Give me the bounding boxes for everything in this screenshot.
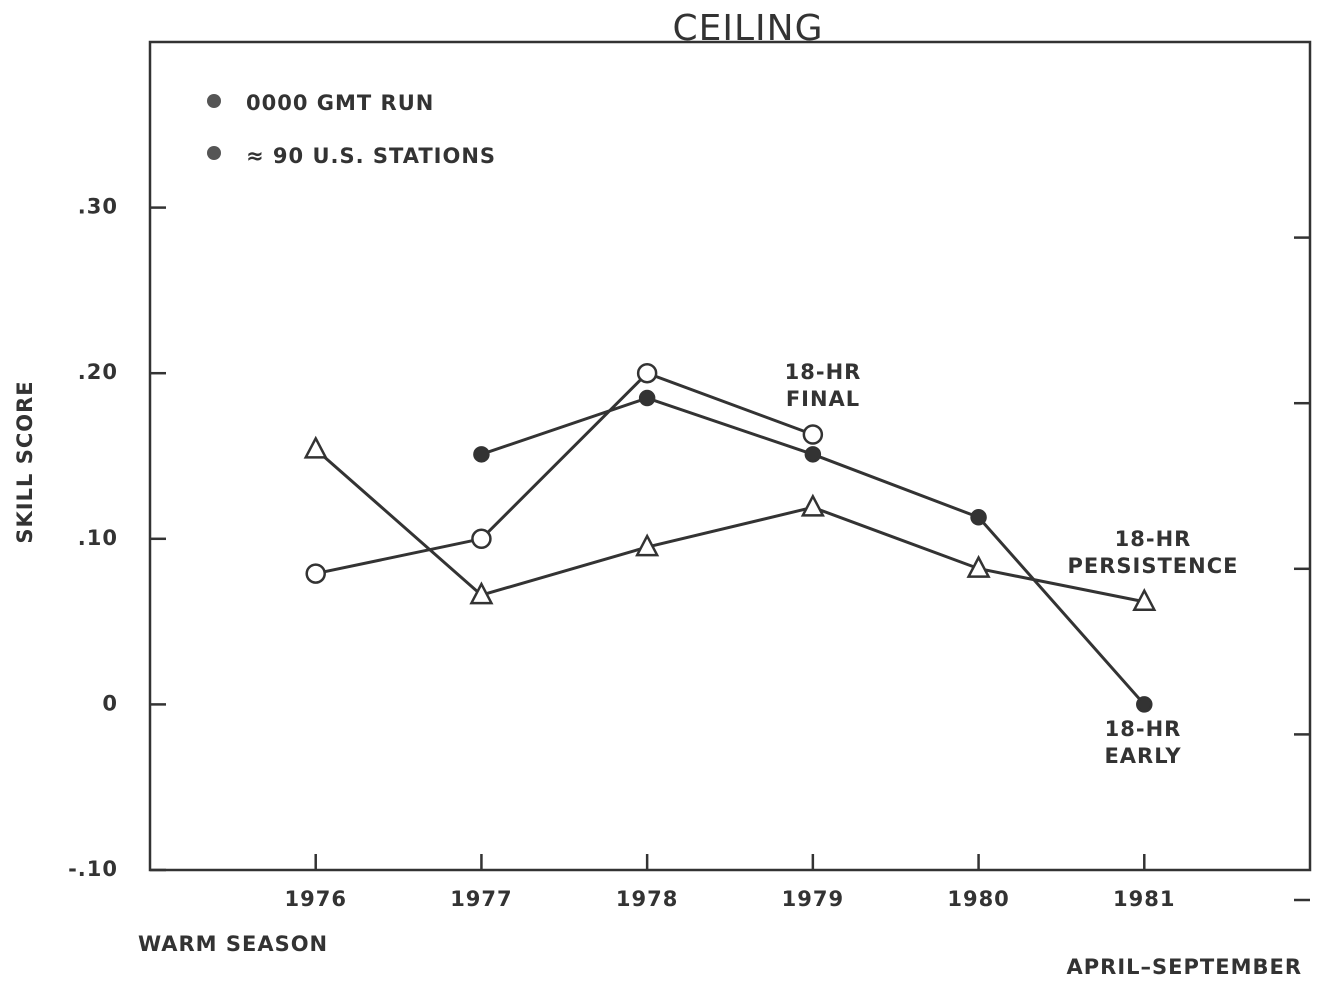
x-tick-label: 1976 (284, 887, 346, 911)
legend-note: 0000 GMT RUN (246, 91, 434, 115)
marker (471, 528, 492, 550)
x-tick-label: 1978 (616, 887, 678, 911)
legend-dot (207, 146, 221, 160)
marker (1132, 588, 1157, 611)
series-label: 18-HR (1115, 527, 1192, 551)
y-tick-label: .10 (78, 526, 118, 550)
series-label: FINAL (786, 387, 860, 411)
legend-note: ≈ 90 U.S. STATIONS (246, 144, 496, 168)
marker (800, 493, 825, 517)
marker (1136, 696, 1153, 713)
series-label: 18-HR (785, 360, 862, 384)
marker (970, 509, 987, 526)
marker (305, 563, 326, 584)
y-tick-label: .20 (78, 360, 118, 384)
marker (802, 424, 824, 445)
x-note: APRIL–SEPTEMBER (1067, 955, 1302, 979)
series-line (315, 371, 814, 576)
x-tick-label: 1977 (450, 887, 512, 911)
y-tick-label: .30 (78, 195, 118, 219)
y-tick-label: 0 (102, 691, 118, 715)
series-label: EARLY (1104, 744, 1181, 768)
marker (303, 435, 328, 459)
x-tick-label: 1979 (782, 887, 844, 911)
x-tick-label: 1980 (947, 887, 1009, 911)
marker (473, 446, 490, 463)
series-label: 18-HR (1105, 717, 1182, 741)
legend-dot (207, 94, 221, 108)
x-note: WARM SEASON (138, 932, 328, 956)
marker (635, 533, 660, 557)
series-label: PERSISTENCE (1068, 554, 1239, 578)
y-axis-label: SKILL SCORE (13, 380, 37, 543)
marker (638, 389, 656, 407)
marker (804, 446, 822, 463)
x-tick-label: 1981 (1113, 887, 1175, 911)
plot-frame (148, 40, 1312, 872)
series-line (314, 448, 1145, 604)
marker (636, 362, 658, 384)
marker (966, 554, 991, 578)
marker (469, 581, 494, 605)
y-tick-label: -.10 (68, 857, 118, 881)
